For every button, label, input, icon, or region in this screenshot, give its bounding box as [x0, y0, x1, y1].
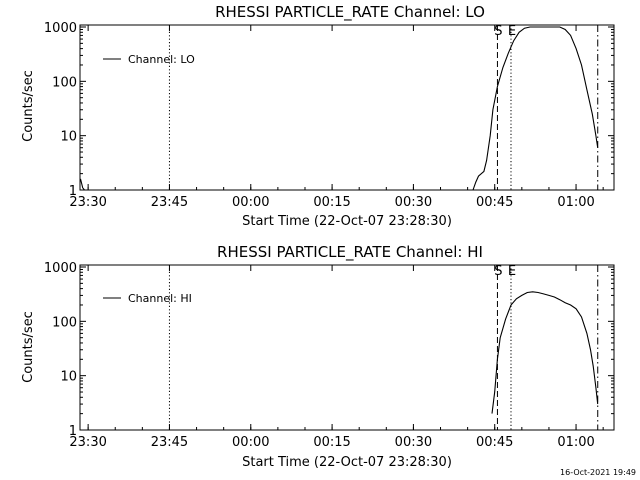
plot-area-hi: 23:30 23:45 00:00 00:15 00:30 00:45 01:00 1 10 10… [44, 261, 615, 450]
x-tick-label-hi: 00:15 [313, 435, 350, 450]
x-tick-label-hi: 00:45 [476, 435, 513, 450]
x-axis-label-lo: Start Time (22-Oct-07 23:28:30) [242, 214, 452, 229]
annotation-e-hi: E [508, 264, 516, 279]
y-tick-label-lo: 100 [52, 75, 77, 90]
y-tick-label-hi: 10 [60, 370, 77, 385]
x-tick-label-lo: 00:15 [313, 195, 350, 210]
plot-frame-lo [79, 24, 615, 191]
legend-label-lo: Channel: LO [128, 53, 195, 66]
x-tick-label-lo: 00:00 [232, 195, 269, 210]
timestamp: 16-Oct-2021 19:49 [560, 468, 636, 477]
x-tick-label-hi: 00:00 [232, 435, 269, 450]
x-tick-label-lo: 00:45 [476, 195, 513, 210]
annotation-s-lo: S [494, 24, 502, 39]
y-tick-label-hi: 1 [69, 424, 77, 439]
plot-area-lo: 23:30 23:45 00:00 00:15 00:30 00:45 01:00 1 10 10… [44, 21, 615, 210]
annotation-e-lo: E [508, 24, 516, 39]
y-axis-label-lo: Counts/sec [21, 70, 36, 142]
chart-title-lo: RHESSI PARTICLE_RATE Channel: LO [215, 3, 485, 22]
x-tick-label-hi: 23:45 [151, 435, 188, 450]
panel-hi: RHESSI PARTICLE_RATE Channel: HI Counts/… [21, 243, 615, 470]
x-tick-label-lo: 23:45 [151, 195, 188, 210]
chart-title-hi: RHESSI PARTICLE_RATE Channel: HI [217, 243, 483, 262]
x-tick-label-hi: 00:30 [395, 435, 432, 450]
x-tick-label-hi: 01:00 [557, 435, 594, 450]
series-line-lo [79, 26, 599, 191]
panel-lo: RHESSI PARTICLE_RATE Channel: LO Counts/… [21, 3, 615, 229]
y-tick-label-hi: 1000 [44, 261, 77, 276]
x-axis-label-hi: Start Time (22-Oct-07 23:28:30) [242, 455, 452, 470]
legend-label-hi: Channel: HI [128, 292, 192, 305]
y-tick-label-hi: 100 [52, 315, 77, 330]
y-tick-label-lo: 1000 [44, 21, 77, 36]
x-tick-label-lo: 00:30 [395, 195, 432, 210]
annotation-s-hi: S [494, 264, 502, 279]
series-line-hi [491, 291, 599, 414]
x-tick-label-lo: 23:30 [69, 195, 106, 210]
x-tick-label-hi: 23:30 [69, 435, 106, 450]
x-tick-label-lo: 01:00 [557, 195, 594, 210]
plot-frame-hi [79, 264, 615, 431]
y-tick-label-lo: 1 [69, 184, 77, 199]
y-tick-label-lo: 10 [60, 130, 77, 145]
y-axis-label-hi: Counts/sec [21, 311, 36, 383]
